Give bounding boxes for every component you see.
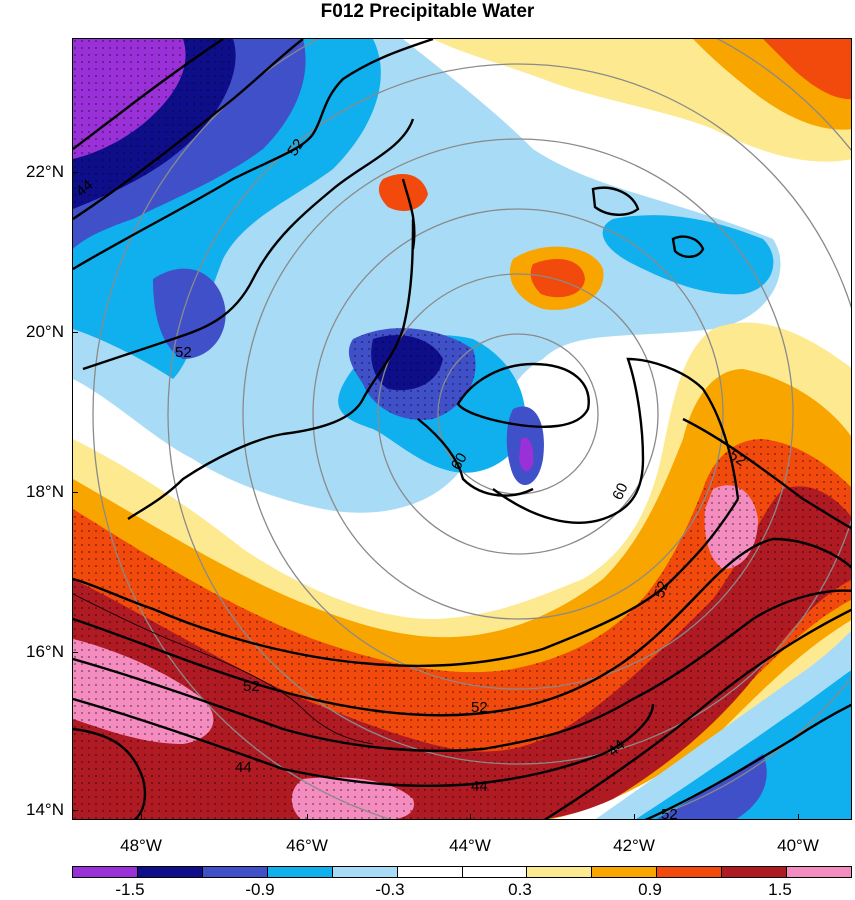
secondary-contour	[73, 593, 374, 745]
lon-label-40w: 40°W	[777, 836, 819, 855]
contour-label: 52	[726, 446, 749, 469]
lon-tick	[141, 814, 142, 820]
contour-label: 44	[471, 778, 488, 795]
red-orange-region	[530, 259, 585, 298]
colorbar-label: -1.5	[115, 880, 145, 899]
map-title: F012 Precipitable Water	[320, 1, 535, 22]
lon-label-48w: 48°W	[120, 836, 162, 855]
lon-tick	[470, 814, 471, 820]
colorbar-box	[657, 867, 723, 877]
colorbar-label: -0.9	[245, 880, 275, 899]
colorbar	[72, 866, 852, 878]
colorbar-box	[722, 867, 788, 877]
contour-label: 60	[448, 450, 471, 473]
significance-stipple	[348, 328, 476, 420]
cyan-region	[636, 670, 851, 819]
lon-label-46w: 46°W	[286, 836, 328, 855]
lat-tick	[72, 652, 78, 653]
lat-tick	[72, 810, 78, 811]
map-panel: 52 52 60 60 52 52 52 44 44 52 52 44 44	[72, 38, 852, 820]
colorbar-box	[787, 867, 852, 877]
lon-label-44w: 44°W	[449, 836, 491, 855]
contour-label: 52	[651, 579, 673, 600]
colorbar-box	[527, 867, 593, 877]
red-orange-region	[378, 174, 428, 211]
pw-contours	[73, 39, 851, 819]
colorbar-label: -0.3	[375, 880, 405, 899]
colorbar-label: 0.9	[638, 880, 662, 899]
lon-tick	[634, 814, 635, 820]
colorbar-label: 1.5	[768, 880, 792, 899]
contour-label: 44	[235, 759, 252, 776]
lat-label-20n: 20°N	[26, 322, 64, 341]
colorbar-box	[332, 867, 398, 877]
contour-label: 60	[609, 480, 631, 502]
colorbar-box	[397, 867, 463, 877]
lat-label-16n: 16°N	[26, 642, 64, 661]
colorbar-label: 0.3	[508, 880, 532, 899]
lat-tick	[72, 172, 78, 173]
colorbar-box	[73, 867, 138, 877]
lat-label-14n: 14°N	[26, 800, 64, 819]
cyan-region	[602, 215, 774, 295]
lon-tick	[798, 814, 799, 820]
precipitable-water-map: 52 52 60 60 52 52 52 44 44 52 52 44 44	[73, 39, 851, 820]
lat-tick	[72, 492, 78, 493]
lon-label-42w: 42°W	[613, 836, 655, 855]
colorbar-box	[267, 867, 333, 877]
contour-label: 52	[661, 806, 678, 820]
contour-label: 52	[243, 678, 260, 695]
contour-label: 52	[284, 136, 307, 159]
significance-stipple	[73, 39, 236, 209]
blue-region	[153, 268, 226, 359]
colorbar-box	[202, 867, 268, 877]
lat-label-22n: 22°N	[26, 162, 64, 181]
colorbar-box	[137, 867, 203, 877]
colorbar-box	[462, 867, 528, 877]
purple-region	[519, 437, 534, 472]
contour-label: 52	[471, 699, 488, 716]
red-orange-region	[763, 39, 851, 99]
lat-tick	[72, 332, 78, 333]
lat-label-18n: 18°N	[26, 482, 64, 501]
lon-tick	[307, 814, 308, 820]
colorbar-box	[592, 867, 658, 877]
contour-label: 52	[175, 344, 192, 361]
